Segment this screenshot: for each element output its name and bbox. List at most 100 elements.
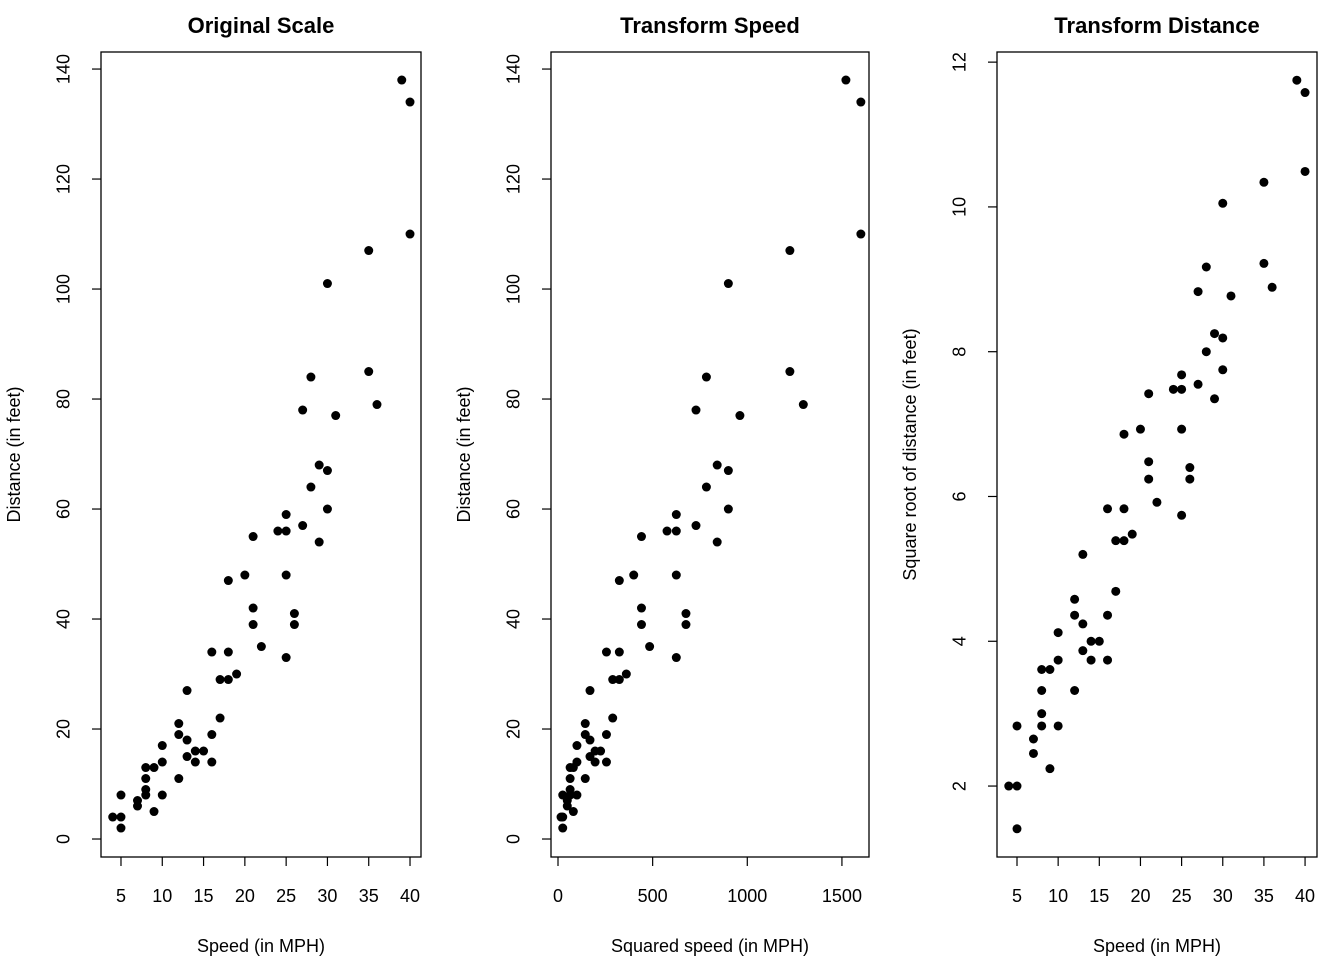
point	[785, 367, 795, 377]
point	[585, 735, 595, 745]
point	[1078, 619, 1088, 629]
y-axis-label: Distance (in feet)	[454, 386, 474, 522]
point	[223, 647, 233, 657]
point	[1193, 379, 1203, 389]
point	[580, 719, 590, 729]
x-tick-label: 25	[1172, 886, 1192, 906]
x-tick-label: 15	[1089, 886, 1109, 906]
y-tick-label: 80	[54, 389, 74, 409]
point	[601, 730, 611, 740]
point	[223, 675, 233, 685]
y-tick-label: 100	[504, 274, 524, 304]
point	[1144, 389, 1154, 399]
x-tick-label: 30	[1213, 886, 1233, 906]
point	[785, 246, 795, 256]
point	[1185, 474, 1195, 484]
point	[1103, 504, 1113, 514]
point	[207, 757, 217, 767]
y-tick-label: 140	[504, 54, 524, 84]
point	[322, 504, 332, 514]
point	[199, 746, 209, 756]
point	[1259, 177, 1269, 187]
x-tick-label: 0	[553, 886, 563, 906]
point	[671, 653, 681, 663]
point	[1119, 429, 1129, 439]
point	[608, 713, 618, 723]
point	[1053, 628, 1063, 638]
point	[1037, 685, 1047, 695]
point	[1168, 384, 1178, 394]
y-tick-label: 20	[504, 719, 524, 739]
point	[215, 713, 225, 723]
point	[215, 675, 225, 685]
point	[662, 526, 672, 536]
point	[1177, 370, 1187, 380]
point	[1094, 636, 1104, 646]
point	[1218, 198, 1228, 208]
point	[372, 400, 382, 410]
point	[712, 537, 722, 547]
x-tick-label: 15	[194, 886, 214, 906]
point	[856, 97, 866, 107]
point	[701, 482, 711, 492]
point	[1028, 748, 1038, 758]
point	[298, 405, 308, 415]
point	[223, 576, 233, 586]
y-tick-label: 60	[504, 499, 524, 519]
point	[568, 807, 578, 817]
point	[1177, 510, 1187, 520]
x-tick-label: 35	[1254, 886, 1274, 906]
point	[671, 526, 681, 536]
point	[565, 785, 575, 795]
x-tick-label: 1500	[822, 886, 862, 906]
point	[116, 790, 126, 800]
point	[671, 570, 681, 580]
point	[1111, 586, 1121, 596]
point	[322, 279, 332, 289]
y-tick-label: 140	[54, 54, 74, 84]
point	[207, 730, 217, 740]
point	[289, 609, 299, 619]
point	[248, 532, 258, 542]
point	[1210, 394, 1220, 404]
point	[645, 642, 655, 652]
point	[1201, 262, 1211, 272]
x-tick-label: 20	[235, 886, 255, 906]
x-axis-label: Speed (in MPH)	[1093, 936, 1221, 956]
point	[601, 647, 611, 657]
x-tick-label: 5	[1012, 886, 1022, 906]
point	[596, 746, 606, 756]
y-tick-label: 120	[504, 164, 524, 194]
x-tick-label: 10	[1048, 886, 1068, 906]
point	[608, 675, 618, 685]
plot-box	[100, 51, 422, 858]
point	[636, 620, 646, 630]
point	[174, 730, 184, 740]
point	[681, 609, 691, 619]
point	[1103, 655, 1113, 665]
point	[207, 647, 217, 657]
x-tick-label: 1000	[727, 886, 767, 906]
y-tick-label: 40	[54, 609, 74, 629]
point	[572, 741, 582, 751]
point	[1004, 781, 1014, 791]
point	[681, 620, 691, 630]
point	[558, 812, 568, 822]
point	[141, 785, 151, 795]
chart-title: Transform Distance	[1054, 13, 1259, 38]
point	[585, 686, 595, 696]
point	[1111, 536, 1121, 546]
point	[141, 763, 151, 773]
point	[116, 823, 126, 833]
point	[614, 576, 624, 586]
y-tick-label: 8	[950, 347, 970, 357]
x-tick-label: 30	[317, 886, 337, 906]
x-tick-label: 35	[359, 886, 379, 906]
chart-title: Original Scale	[188, 13, 335, 38]
point	[1037, 721, 1047, 731]
point	[314, 460, 324, 470]
point	[1226, 291, 1236, 301]
point	[723, 504, 733, 514]
point	[1152, 497, 1162, 507]
